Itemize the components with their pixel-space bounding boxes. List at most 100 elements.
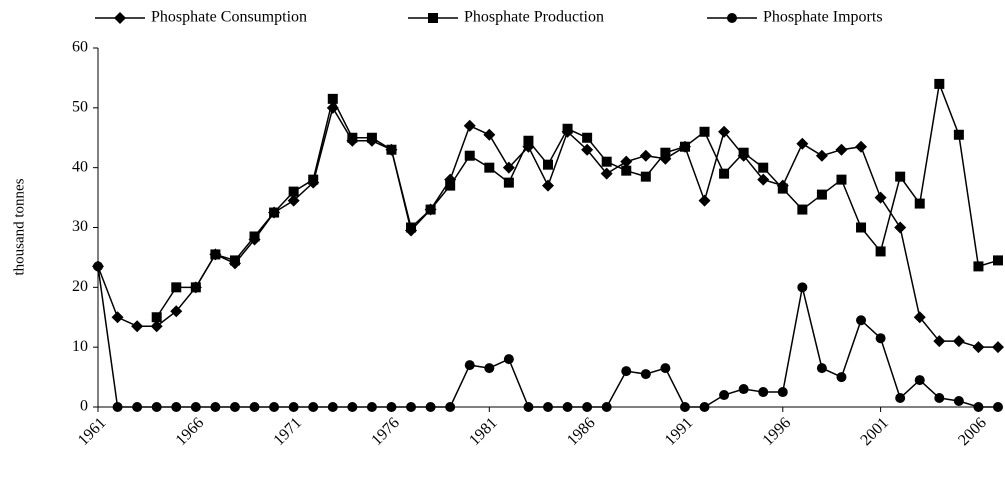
x-tick-label: 1991	[662, 414, 697, 449]
marker	[600, 167, 613, 180]
x-tick-label: 1996	[760, 414, 795, 449]
y-tick-label: 50	[72, 99, 88, 116]
marker	[727, 13, 737, 23]
marker	[953, 396, 964, 407]
marker	[269, 402, 280, 412]
marker	[269, 207, 280, 218]
legend-label: Phosphate Consumption	[151, 9, 307, 26]
marker	[171, 402, 182, 412]
marker	[679, 402, 690, 412]
marker	[620, 155, 633, 168]
marker	[973, 402, 984, 412]
x-tick-label: 1976	[368, 414, 403, 449]
legend-label: Phosphate Production	[464, 9, 604, 26]
marker	[288, 402, 299, 412]
marker	[445, 402, 456, 412]
marker	[934, 78, 945, 89]
marker	[875, 246, 886, 257]
marker	[816, 363, 827, 374]
marker	[366, 402, 377, 412]
marker	[210, 402, 221, 412]
marker	[483, 128, 496, 141]
marker	[952, 335, 965, 348]
marker	[973, 261, 984, 272]
x-tick-label: 2001	[857, 414, 892, 449]
marker	[581, 143, 594, 156]
marker	[445, 180, 456, 191]
marker	[621, 366, 632, 377]
marker	[111, 311, 124, 324]
marker	[502, 161, 515, 174]
marker	[895, 393, 906, 404]
marker	[151, 402, 162, 412]
marker	[190, 282, 201, 293]
marker	[366, 132, 377, 143]
y-tick-label: 20	[72, 278, 88, 295]
marker	[913, 311, 926, 324]
marker	[856, 222, 867, 233]
marker	[679, 141, 690, 152]
marker	[719, 390, 730, 401]
legend-item: Phosphate Consumption	[95, 9, 307, 26]
marker	[484, 363, 495, 374]
marker	[601, 402, 612, 412]
marker	[796, 137, 809, 150]
marker	[484, 162, 495, 173]
y-tick-label: 30	[72, 218, 88, 235]
marker	[815, 149, 828, 162]
marker	[582, 402, 593, 412]
marker	[543, 159, 553, 170]
y-axis-label: thousand tonnes	[11, 178, 27, 275]
marker	[698, 194, 711, 207]
marker	[249, 402, 260, 412]
marker	[582, 132, 593, 143]
marker	[562, 123, 573, 134]
marker	[288, 186, 299, 197]
x-tick-label: 1981	[466, 414, 501, 449]
marker	[639, 149, 652, 162]
marker	[406, 402, 417, 412]
y-tick-label: 10	[72, 338, 88, 355]
marker	[856, 315, 867, 326]
marker	[874, 191, 887, 204]
marker	[210, 249, 221, 260]
marker	[131, 320, 144, 333]
marker	[895, 171, 906, 182]
marker	[386, 144, 397, 155]
marker	[621, 165, 632, 176]
x-tick-label: 2006	[955, 414, 990, 449]
series-line	[97, 266, 998, 408]
marker	[640, 171, 651, 182]
marker	[993, 255, 1003, 266]
marker	[660, 363, 671, 374]
marker	[835, 143, 848, 156]
marker	[406, 222, 417, 233]
marker	[992, 341, 1004, 354]
marker	[562, 402, 573, 412]
series-line	[156, 81, 999, 318]
marker	[425, 402, 436, 412]
marker	[699, 402, 710, 412]
legend-item: Phosphate Production	[408, 9, 604, 26]
marker	[738, 384, 749, 395]
marker	[542, 179, 554, 192]
marker	[503, 177, 514, 188]
marker	[347, 132, 358, 143]
marker	[914, 375, 925, 386]
marker	[758, 387, 769, 398]
marker	[640, 369, 651, 380]
marker	[308, 174, 319, 185]
marker	[249, 231, 260, 242]
marker	[503, 354, 514, 365]
marker	[993, 402, 1003, 412]
marker	[463, 119, 476, 132]
marker	[327, 402, 338, 412]
marker	[777, 387, 788, 398]
marker	[428, 13, 438, 23]
marker	[836, 174, 847, 185]
y-tick-label: 40	[72, 158, 88, 175]
marker	[229, 402, 240, 412]
marker	[523, 135, 534, 146]
x-tick-label: 1971	[270, 414, 305, 449]
